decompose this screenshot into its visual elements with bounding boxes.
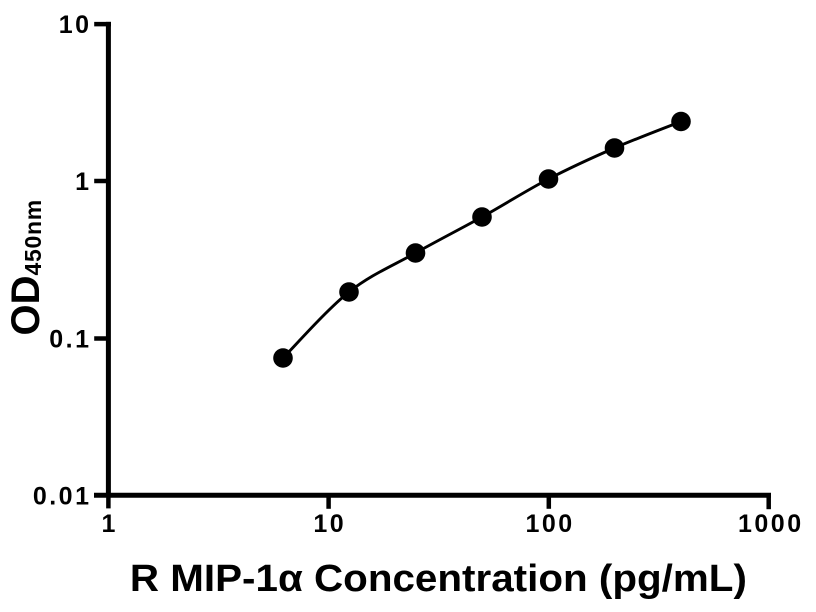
svg-text:OD450nm: OD450nm bbox=[4, 199, 48, 335]
svg-text:0.1: 0.1 bbox=[49, 325, 91, 353]
svg-text:R MIP-1α Concentration (pg/mL): R MIP-1α Concentration (pg/mL) bbox=[130, 558, 747, 600]
svg-text:0.01: 0.01 bbox=[33, 482, 92, 510]
svg-text:10: 10 bbox=[59, 11, 92, 39]
svg-text:10: 10 bbox=[313, 510, 346, 538]
svg-text:1000: 1000 bbox=[738, 510, 804, 538]
svg-text:1: 1 bbox=[75, 168, 91, 196]
svg-text:100: 100 bbox=[525, 510, 574, 538]
svg-text:1: 1 bbox=[101, 510, 117, 538]
